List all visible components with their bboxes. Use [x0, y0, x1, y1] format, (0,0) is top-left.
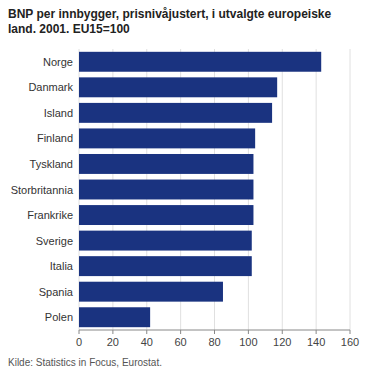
x-axis: 0 20 40 60 80 100 120 140 160 [76, 330, 359, 348]
y-axis: Norge Danmark Island Finland Tyskland Storbri… [11, 56, 74, 323]
category-label: Storbritannia [11, 184, 74, 196]
axis-line [79, 330, 350, 331]
tick-mark [79, 330, 80, 334]
tick-mark [248, 330, 249, 334]
bars [79, 52, 321, 327]
grid-line [316, 49, 317, 330]
category-label: Spania [39, 286, 74, 298]
category-label: Norge [43, 56, 73, 68]
category-label: Polen [45, 311, 73, 323]
tick-label: 20 [107, 336, 119, 348]
bar [79, 307, 150, 327]
tick-mark [112, 330, 113, 334]
tick-mark [350, 330, 351, 334]
title-line: land. 2001. EU15=100 [8, 22, 130, 36]
tick-label: 160 [341, 336, 359, 348]
grid-line [282, 49, 283, 330]
grid [79, 49, 350, 330]
bar [79, 128, 255, 148]
tick-label: 0 [76, 336, 82, 348]
title: BNP per innbygger, prisnivåjustert, i ut… [8, 7, 332, 36]
category-label: Tyskland [30, 158, 73, 170]
category-label: Danmark [28, 81, 73, 93]
bar [79, 77, 277, 97]
bar [79, 52, 321, 72]
source: Kilde: Statistics in Focus, Eurostat. [8, 357, 162, 368]
category-label: Italia [50, 260, 74, 272]
bar [79, 256, 252, 276]
category-label: Island [44, 107, 73, 119]
tick-label: 40 [141, 336, 153, 348]
tick-mark [180, 330, 181, 334]
grid-line [350, 49, 351, 330]
tick-mark [282, 330, 283, 334]
tick-label: 100 [239, 336, 257, 348]
tick-mark [146, 330, 147, 334]
bar [79, 231, 252, 251]
category-label: Frankrike [27, 209, 73, 221]
tick-mark [214, 330, 215, 334]
tick-mark [316, 330, 317, 334]
tick-label: 120 [273, 336, 291, 348]
category-label: Sverige [36, 235, 73, 247]
tick-label: 60 [175, 336, 187, 348]
bar [79, 205, 253, 225]
tick-label: 80 [208, 336, 220, 348]
bar [79, 282, 223, 302]
bar [79, 103, 272, 123]
chart: BNP per innbygger, prisnivåjustert, i ut… [0, 0, 366, 376]
tick-label: 140 [307, 336, 325, 348]
title-line: BNP per innbygger, prisnivåjustert, i ut… [8, 7, 332, 21]
bar [79, 180, 253, 200]
bar [79, 154, 253, 174]
category-label: Finland [37, 132, 73, 144]
